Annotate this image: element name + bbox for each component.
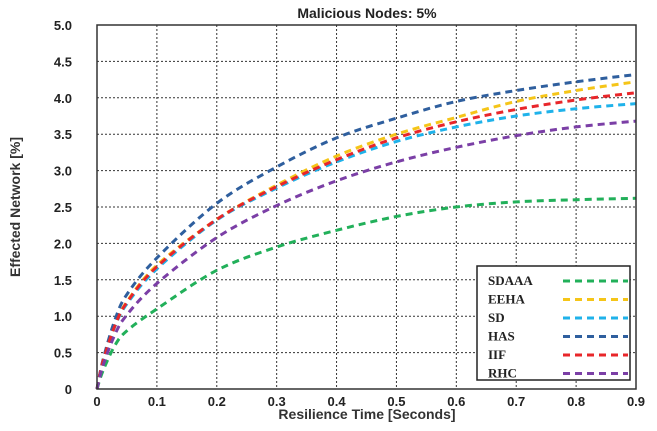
chart-title: Malicious Nodes: 5%	[297, 5, 437, 21]
legend-label: RHC	[488, 366, 517, 381]
legend-label: EEHA	[488, 292, 525, 307]
legend: SDAAA EEHA SD HAS IIF RHC	[476, 265, 631, 381]
y-tick-label: 3.0	[54, 164, 72, 179]
x-tick-label: 0.4	[328, 394, 347, 409]
y-tick-label: 2.0	[54, 236, 72, 251]
y-tick-label: 3.5	[54, 127, 72, 142]
x-tick-label: 0.5	[387, 394, 405, 409]
y-tick-label: 4.5	[54, 54, 72, 69]
y-tick-label: 0	[65, 382, 72, 397]
x-tick-labels: 0 0.1 0.2 0.3 0.4 0.5 0.6 0.7 0.8 0.9	[93, 394, 645, 409]
legend-box	[476, 265, 631, 381]
plot-frame	[96, 24, 637, 390]
y-tick-label: 1.5	[54, 273, 72, 288]
x-tick-label: 0	[93, 394, 100, 409]
x-tick-label: 0.1	[148, 394, 166, 409]
x-tick-label: 0.9	[627, 394, 645, 409]
series-line-rhc	[95, 119, 637, 390]
y-tick-label: 5.0	[54, 18, 72, 33]
y-axis-label: Effected Network [%]	[7, 137, 23, 277]
legend-label: SDAAA	[488, 273, 533, 288]
x-tick-label: 0.7	[507, 394, 525, 409]
x-tick-label: 0.2	[208, 394, 226, 409]
y-tick-label: 1.0	[54, 309, 72, 324]
series-line-iif	[95, 91, 637, 390]
legend-label: HAS	[488, 329, 515, 344]
series-line-sdaaa	[95, 196, 637, 390]
grid	[97, 25, 636, 389]
x-tick-label: 0.3	[268, 394, 286, 409]
legend-label: IIF	[488, 347, 506, 362]
x-tick-label: 0.6	[447, 394, 465, 409]
series-lines	[95, 73, 637, 390]
y-tick-label: 4.0	[54, 91, 72, 106]
y-tick-labels: 0 0.5 1.0 1.5 2.0 2.5 3.0 3.5 4.0 4.5 5.0	[54, 18, 72, 397]
x-axis-label: Resilience Time [Seconds]	[278, 406, 455, 422]
legend-label: SD	[488, 310, 505, 325]
y-tick-label: 2.5	[54, 200, 72, 215]
y-tick-label: 0.5	[54, 346, 72, 361]
x-tick-label: 0.8	[567, 394, 585, 409]
